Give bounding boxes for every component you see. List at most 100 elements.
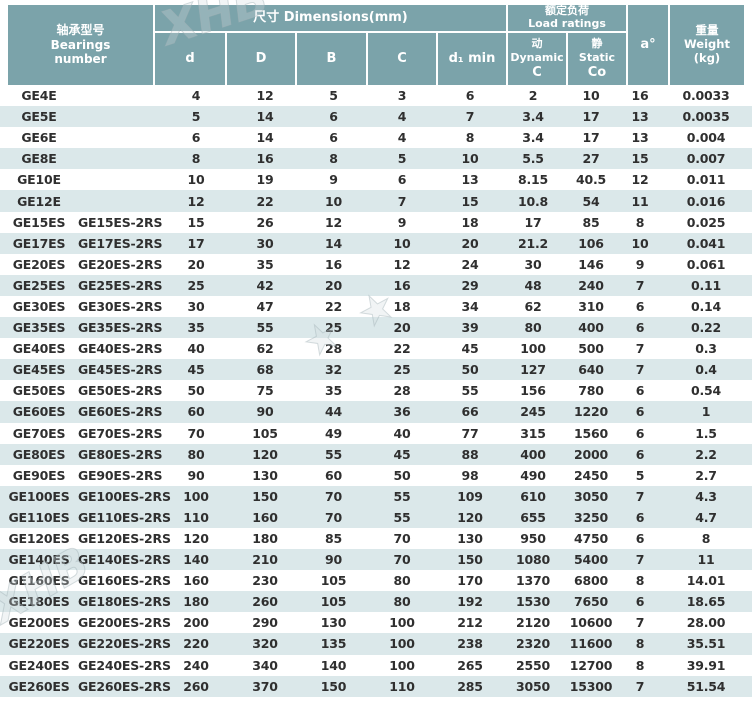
value-B: 70 xyxy=(325,509,342,525)
value-a: 16 xyxy=(631,88,649,104)
value-static-co: 54 xyxy=(582,193,600,209)
header-weight-zh: 重量 xyxy=(695,23,719,38)
header-weight-unit: (kg) xyxy=(693,50,721,65)
value-d1-min: 18 xyxy=(461,214,479,230)
table-row: GE50ES GE50ES-2RS 50 75 35 28 55 156 780 6 0.54 xyxy=(0,380,752,402)
bearing-name: GE90ES xyxy=(12,467,66,483)
value-a: 10 xyxy=(631,235,649,251)
value-a: 12 xyxy=(631,172,649,188)
value-dynamic-c: 315 xyxy=(520,425,546,441)
value-d1-min: 238 xyxy=(457,636,483,652)
value-d: 100 xyxy=(183,488,209,504)
header-weight: 重量 Weight (kg) xyxy=(670,5,744,85)
value-C: 20 xyxy=(393,320,411,336)
table-row: GE4E 4 12 5 3 6 2 10 16 0.0033 xyxy=(0,85,752,107)
value-dynamic-c: 610 xyxy=(520,488,546,504)
value-C: 110 xyxy=(389,678,415,694)
table-row: GE220ES GE220ES-2RS 220 320 135 100 238 2320 116… xyxy=(0,633,752,655)
value-d: 4 xyxy=(191,88,201,104)
value-a: 5 xyxy=(635,467,645,483)
value-d: 60 xyxy=(187,404,205,420)
header-col-d-label: d xyxy=(185,51,195,67)
value-C: 4 xyxy=(397,130,407,146)
value-d1-min: 88 xyxy=(461,446,479,462)
value-weight: 0.4 xyxy=(695,362,717,378)
value-C: 22 xyxy=(393,341,411,357)
table-row: GE90ES GE90ES-2RS 90 130 60 50 98 490 2450 5 2.7 xyxy=(0,464,752,486)
bearing-name-2rs: GE160ES-2RS xyxy=(78,573,171,589)
value-static-co: 40.5 xyxy=(575,172,607,188)
value-static-co: 4750 xyxy=(574,531,608,547)
value-a: 6 xyxy=(635,509,645,525)
value-d: 110 xyxy=(183,509,209,525)
value-C: 25 xyxy=(393,362,411,378)
value-D: 370 xyxy=(252,678,278,694)
bearing-name-2rs: GE200ES-2RS xyxy=(78,615,171,631)
value-static-co: 17 xyxy=(582,109,600,125)
value-weight: 0.007 xyxy=(686,151,726,167)
value-C: 100 xyxy=(389,657,415,673)
value-D: 320 xyxy=(252,636,278,652)
value-D: 75 xyxy=(256,383,274,399)
table-row: GE120ES GE120ES-2RS 120 180 85 70 130 950 4750 6 8 xyxy=(0,527,752,550)
value-weight: 35.51 xyxy=(686,636,726,652)
header-col-d1min-label: d₁ min xyxy=(448,51,496,67)
bearing-name: GE4E xyxy=(21,88,57,104)
value-d: 25 xyxy=(187,277,205,293)
value-d1-min: 29 xyxy=(461,277,479,293)
value-d: 10 xyxy=(187,172,205,188)
value-d: 220 xyxy=(183,636,209,652)
value-C: 40 xyxy=(393,425,411,441)
table-row: GE140ES GE140ES-2RS 140 210 90 70 150 1080 5400 7… xyxy=(0,549,752,571)
value-weight: 0.0033 xyxy=(682,88,730,104)
value-D: 55 xyxy=(256,320,274,336)
value-d1-min: 45 xyxy=(461,341,479,357)
value-B: 6 xyxy=(329,109,338,125)
table-row: GE80ES GE80ES-2RS 80 120 55 45 88 400 2000 6 2.2 xyxy=(0,443,752,465)
bearing-name-2rs: GE35ES-2RS xyxy=(78,320,163,336)
value-weight: 1 xyxy=(701,404,711,420)
bearing-name: GE25ES xyxy=(12,277,66,293)
value-D: 62 xyxy=(256,341,274,357)
value-D: 42 xyxy=(256,277,274,293)
value-dynamic-c: 100 xyxy=(520,341,546,357)
value-B: 32 xyxy=(325,362,342,378)
bearing-name-2rs: GE220ES-2RS xyxy=(78,636,171,652)
value-D: 22 xyxy=(256,193,274,209)
table-row: GE25ES GE25ES-2RS 25 42 20 16 29 48 240 7 0.11 xyxy=(0,274,752,296)
value-D: 35 xyxy=(256,256,274,272)
bearing-name-2rs: GE110ES-2RS xyxy=(78,509,171,525)
value-static-co: 27 xyxy=(582,151,600,167)
value-weight: 0.004 xyxy=(686,130,726,146)
table-row: GE70ES GE70ES-2RS 70 105 49 40 77 315 1560 6 1.5 xyxy=(0,422,752,444)
value-static-co: 85 xyxy=(582,214,600,230)
value-dynamic-c: 80 xyxy=(524,320,542,336)
value-static-co: 400 xyxy=(578,320,604,336)
value-dynamic-c: 21.2 xyxy=(517,235,549,251)
value-dynamic-c: 17 xyxy=(524,214,542,230)
value-weight: 4.3 xyxy=(695,488,717,504)
value-static-co: 3250 xyxy=(574,509,608,525)
bearing-name: GE45ES xyxy=(12,362,66,378)
value-C: 9 xyxy=(397,214,407,230)
value-static-co: 1220 xyxy=(574,404,608,420)
value-weight: 0.011 xyxy=(686,172,726,188)
value-a: 6 xyxy=(635,298,645,314)
value-d1-min: 285 xyxy=(457,678,483,694)
value-dynamic-c: 2320 xyxy=(516,636,550,652)
value-d1-min: 120 xyxy=(457,509,483,525)
value-D: 105 xyxy=(252,425,278,441)
value-D: 12 xyxy=(256,88,274,104)
value-a: 8 xyxy=(635,573,645,589)
table-row: GE12E 12 22 10 7 15 10.8 54 11 0.016 xyxy=(0,190,752,212)
bearing-name-2rs: GE60ES-2RS xyxy=(78,404,163,420)
value-d: 260 xyxy=(183,678,209,694)
value-weight: 0.22 xyxy=(690,320,722,336)
table-row: GE5E 5 14 6 4 7 3.4 17 13 0.0035 xyxy=(0,106,752,128)
value-a: 7 xyxy=(635,678,645,694)
value-C: 100 xyxy=(389,636,415,652)
bearing-name: GE140ES xyxy=(8,552,70,568)
header-col-C: C xyxy=(368,33,436,85)
header-load-ratings: 额定负荷 Load ratings xyxy=(508,5,626,31)
value-static-co: 310 xyxy=(578,298,604,314)
